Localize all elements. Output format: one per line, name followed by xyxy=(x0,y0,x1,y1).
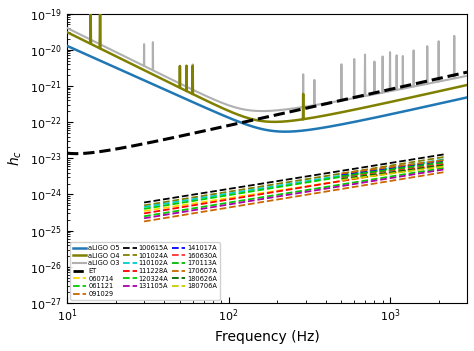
X-axis label: Frequency (Hz): Frequency (Hz) xyxy=(215,330,319,344)
Legend: aLIGO O5, aLIGO O4, aLIGO O3, ET, 060714, 061121, 091029, 100615A, 101024A, 1101: aLIGO O5, aLIGO O4, aLIGO O3, ET, 060714… xyxy=(70,243,219,300)
Y-axis label: $h_c$: $h_c$ xyxy=(7,150,24,166)
